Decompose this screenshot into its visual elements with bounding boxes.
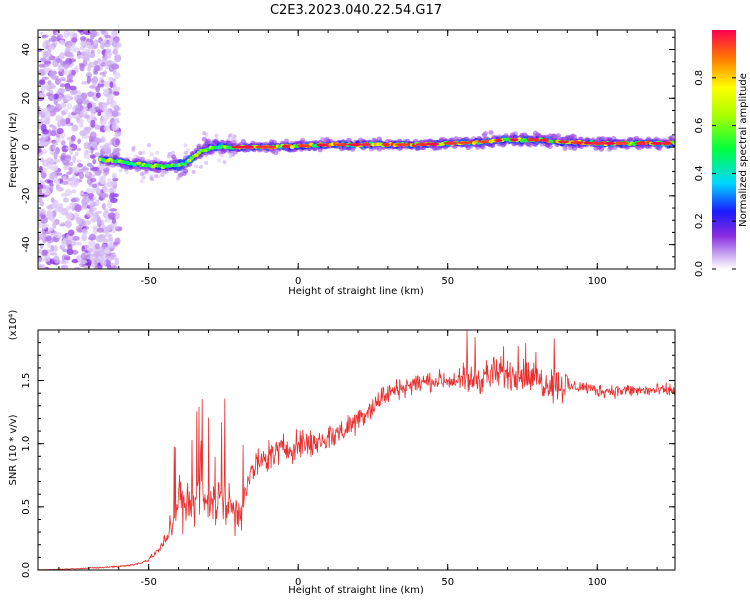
snr-x-tick-label: 100 [588, 577, 607, 588]
spectrogram-y-tick-label: -40 [21, 236, 32, 252]
colorbar-label: Normalized spectral amplitude [738, 73, 749, 227]
colorbar-gradient [712, 30, 736, 269]
snr-x-tick-label: -50 [140, 577, 156, 588]
snr-y-multiplier: (x10⁴) [8, 310, 19, 341]
colorbar-tick-label: 0.6 [694, 118, 705, 134]
spectrogram-x-tick-label: 100 [588, 276, 607, 287]
spectrogram-x-tick-label: -50 [140, 276, 156, 287]
snr-y-tick-label: 1.5 [21, 373, 32, 389]
spectrogram-x-axis-label: Height of straight line (km) [288, 286, 424, 297]
snr-y-tick-label: 1.0 [21, 436, 32, 452]
snr-y-tick-label: 0.5 [21, 499, 32, 515]
colorbar-tick-label: 0.8 [694, 70, 705, 86]
colorbar-tick-label: 0.0 [694, 261, 705, 277]
snr-y-axis-label: SNR (10 * v/v) [8, 414, 19, 485]
spectrogram-y-tick-label: -20 [21, 188, 32, 204]
spectrogram-panel: -50 0 50 100 -40 -20 0 20 40 Height of straight… [8, 29, 676, 297]
colorbar-ticks: 0.0 0.2 0.4 0.6 0.8 [694, 70, 736, 277]
spectrogram-heatmap [38, 30, 675, 269]
snr-x-tick-label: 50 [441, 577, 454, 588]
spectrogram-x-tick-label: 50 [441, 276, 454, 287]
figure-title: C2E3.2023.040.22.54.G17 [270, 3, 442, 18]
spectrogram-x-tick-label: 0 [295, 276, 301, 287]
snr-panel: -50 0 50 100 0.0 0.5 1.0 1.5 Height of straigh… [8, 310, 676, 596]
snr-y-ticks: 0.0 0.5 1.0 1.5 [21, 329, 675, 578]
snr-y-tick-label: 0.0 [21, 562, 32, 578]
colorbar: 0.0 0.2 0.4 0.6 0.8 Normalized spectral ampl… [694, 30, 749, 277]
spectrogram-x-ticks: -50 0 50 100 [58, 30, 658, 287]
snr-x-tick-label: 0 [295, 577, 301, 588]
colorbar-tick-label: 0.4 [694, 165, 705, 181]
colorbar-tick-label: 0.2 [694, 213, 705, 229]
spectrogram-y-ticks: -40 -20 0 20 40 [21, 36, 675, 270]
spectrogram-y-tick-label: 20 [21, 92, 32, 105]
snr-x-ticks: -50 0 50 100 [58, 330, 658, 588]
spectrogram-y-axis-label: Frequency (Hz) [8, 112, 19, 188]
spectrogram-y-tick-label: 0 [21, 144, 32, 150]
spectrogram-y-tick-label: 40 [21, 43, 32, 56]
snr-x-axis-label: Height of straight line (km) [288, 585, 424, 596]
snr-series-line [38, 330, 675, 570]
